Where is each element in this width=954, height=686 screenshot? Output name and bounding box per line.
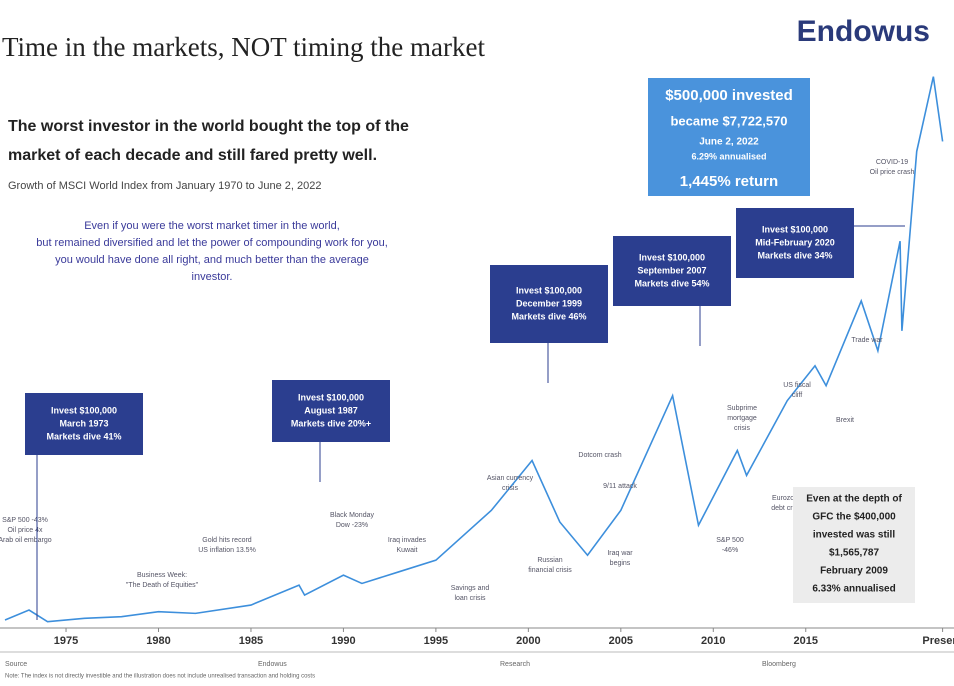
event-label: crisis bbox=[502, 485, 518, 492]
event-label: Brexit bbox=[836, 417, 854, 424]
event-box bbox=[490, 265, 608, 343]
gfc-text: February 2009 bbox=[820, 566, 888, 577]
event-label: S&P 500 -43% bbox=[2, 517, 48, 524]
event-label: crisis bbox=[734, 425, 750, 432]
result-text: 1,445% return bbox=[680, 173, 778, 190]
source-text: Endowus bbox=[258, 661, 287, 668]
event-box bbox=[25, 393, 143, 455]
x-tick-label: 1985 bbox=[239, 635, 263, 647]
x-tick-label: 2000 bbox=[516, 635, 540, 647]
event-label: Oil price 4x bbox=[7, 527, 43, 534]
intro-text: but remained diversified and let the pow… bbox=[36, 237, 388, 249]
x-tick-label: 1975 bbox=[54, 635, 78, 647]
x-tick-label: 1990 bbox=[331, 635, 355, 647]
box-text: Markets dive 20%+ bbox=[291, 418, 371, 428]
event-label: Savings and bbox=[451, 585, 490, 592]
event-label: cliff bbox=[792, 392, 802, 399]
chart-title: Time in the markets, NOT timing the mark… bbox=[2, 32, 485, 62]
x-tick-label: 1995 bbox=[424, 635, 448, 647]
result-text: became $7,722,570 bbox=[670, 113, 787, 128]
source-text: Source bbox=[5, 661, 27, 668]
event-label: mortgage bbox=[727, 415, 757, 422]
x-tick-label: Present bbox=[922, 635, 954, 647]
note: Note: The index is not directly investib… bbox=[5, 674, 315, 680]
box-text: September 2007 bbox=[637, 265, 706, 275]
event-label: S&P 500 bbox=[716, 537, 744, 544]
event-label: Gold hits record bbox=[202, 537, 252, 544]
x-tick-label: 2010 bbox=[701, 635, 725, 647]
event-label: Eurozone bbox=[772, 495, 802, 502]
intro-text: you would have done all right, and much … bbox=[55, 254, 369, 266]
box-text: December 1999 bbox=[516, 298, 582, 308]
event-box bbox=[272, 380, 390, 442]
series-line bbox=[4, 76, 944, 623]
event-label: Kuwait bbox=[396, 547, 417, 554]
event-label: debt crisis bbox=[771, 505, 803, 512]
event-label: Trade war bbox=[851, 337, 883, 344]
event-label: US fiscal bbox=[783, 382, 811, 389]
x-tick-label: 2005 bbox=[609, 635, 633, 647]
box-text: Invest $100,000 bbox=[51, 405, 117, 415]
gfc-text: $1,565,787 bbox=[829, 548, 879, 559]
event-label: Arab oil embargo bbox=[0, 537, 52, 544]
event-label: Russian bbox=[537, 557, 562, 564]
event-box bbox=[613, 236, 731, 306]
subtitle: The worst investor in the world bought t… bbox=[8, 118, 409, 135]
box-text: Invest $100,000 bbox=[762, 224, 828, 234]
event-label: loan crisis bbox=[454, 595, 486, 602]
box-text: Invest $100,000 bbox=[639, 252, 705, 262]
box-text: Markets dive 34% bbox=[757, 250, 832, 260]
event-box bbox=[736, 208, 854, 278]
event-label: Iraq invades bbox=[388, 537, 427, 544]
box-text: Markets dive 41% bbox=[46, 431, 121, 441]
gfc-text: invested was still bbox=[813, 530, 895, 541]
event-label: financial crisis bbox=[528, 567, 572, 574]
result-text: 6.29% annualised bbox=[691, 151, 766, 161]
brand: Endowus bbox=[797, 15, 930, 48]
event-label: Oil price crash bbox=[870, 169, 915, 176]
event-label: begins bbox=[610, 560, 631, 567]
caption: Growth of MSCI World Index from January … bbox=[8, 180, 321, 192]
gfc-box bbox=[793, 487, 915, 603]
result-text: $500,000 invested bbox=[665, 87, 793, 104]
box-text: Invest $100,000 bbox=[516, 285, 582, 295]
gfc-text: GFC the $400,000 bbox=[812, 512, 896, 523]
event-label: 9/11 attack bbox=[603, 483, 637, 490]
event-label: Dow -23% bbox=[336, 522, 368, 529]
intro-text: Even if you were the worst market timer … bbox=[84, 220, 340, 232]
event-label: Dotcom crash bbox=[578, 452, 621, 459]
box-text: Mid-February 2020 bbox=[755, 237, 835, 247]
event-label: -46% bbox=[722, 547, 738, 554]
event-label: Iraq war bbox=[607, 550, 633, 557]
event-label: Black Monday bbox=[330, 512, 374, 519]
result-text: June 2, 2022 bbox=[699, 137, 759, 148]
x-tick-label: 1980 bbox=[146, 635, 170, 647]
box-text: Markets dive 46% bbox=[511, 311, 586, 321]
event-label: Subprime bbox=[727, 405, 757, 412]
box-text: March 1973 bbox=[59, 418, 108, 428]
event-label: "The Death of Equities" bbox=[126, 582, 199, 589]
event-label: Asian currency bbox=[487, 475, 534, 482]
event-label: Business Week: bbox=[137, 572, 187, 579]
box-text: Markets dive 54% bbox=[634, 278, 709, 288]
event-label: US inflation 13.5% bbox=[198, 547, 256, 554]
gfc-text: Even at the depth of bbox=[806, 494, 902, 505]
box-text: August 1987 bbox=[304, 405, 358, 415]
box-text: Invest $100,000 bbox=[298, 392, 364, 402]
x-tick-label: 2015 bbox=[794, 635, 818, 647]
intro-text: investor. bbox=[192, 271, 233, 283]
subtitle: market of each decade and still fared pr… bbox=[8, 147, 377, 164]
result-box bbox=[648, 78, 810, 196]
source-text: Bloomberg bbox=[762, 661, 796, 668]
gfc-text: 6.33% annualised bbox=[812, 584, 895, 595]
event-label: COVID-19 bbox=[876, 159, 908, 166]
source-text: Research bbox=[500, 661, 530, 668]
